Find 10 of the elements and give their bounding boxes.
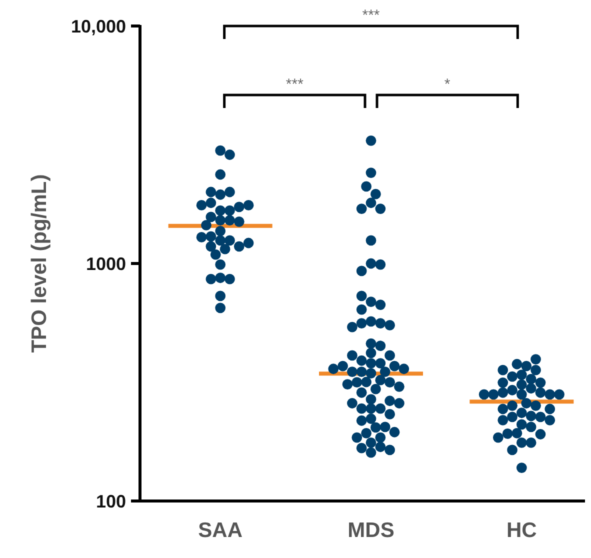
y-tick-label: 10,000 <box>70 16 126 36</box>
text: *** <box>362 7 380 24</box>
annotation: *** <box>286 76 304 93</box>
y-tick-label: 1000 <box>86 254 126 274</box>
y-tick-label: 100 <box>96 491 126 512</box>
x-tick-label: HC <box>506 519 537 542</box>
x-tick-label: MDS <box>348 519 394 542</box>
annotation: * <box>444 76 450 93</box>
x-tick-label: SAA <box>198 519 243 542</box>
y-axis-title: TPO level (pg/mL) <box>28 174 51 353</box>
